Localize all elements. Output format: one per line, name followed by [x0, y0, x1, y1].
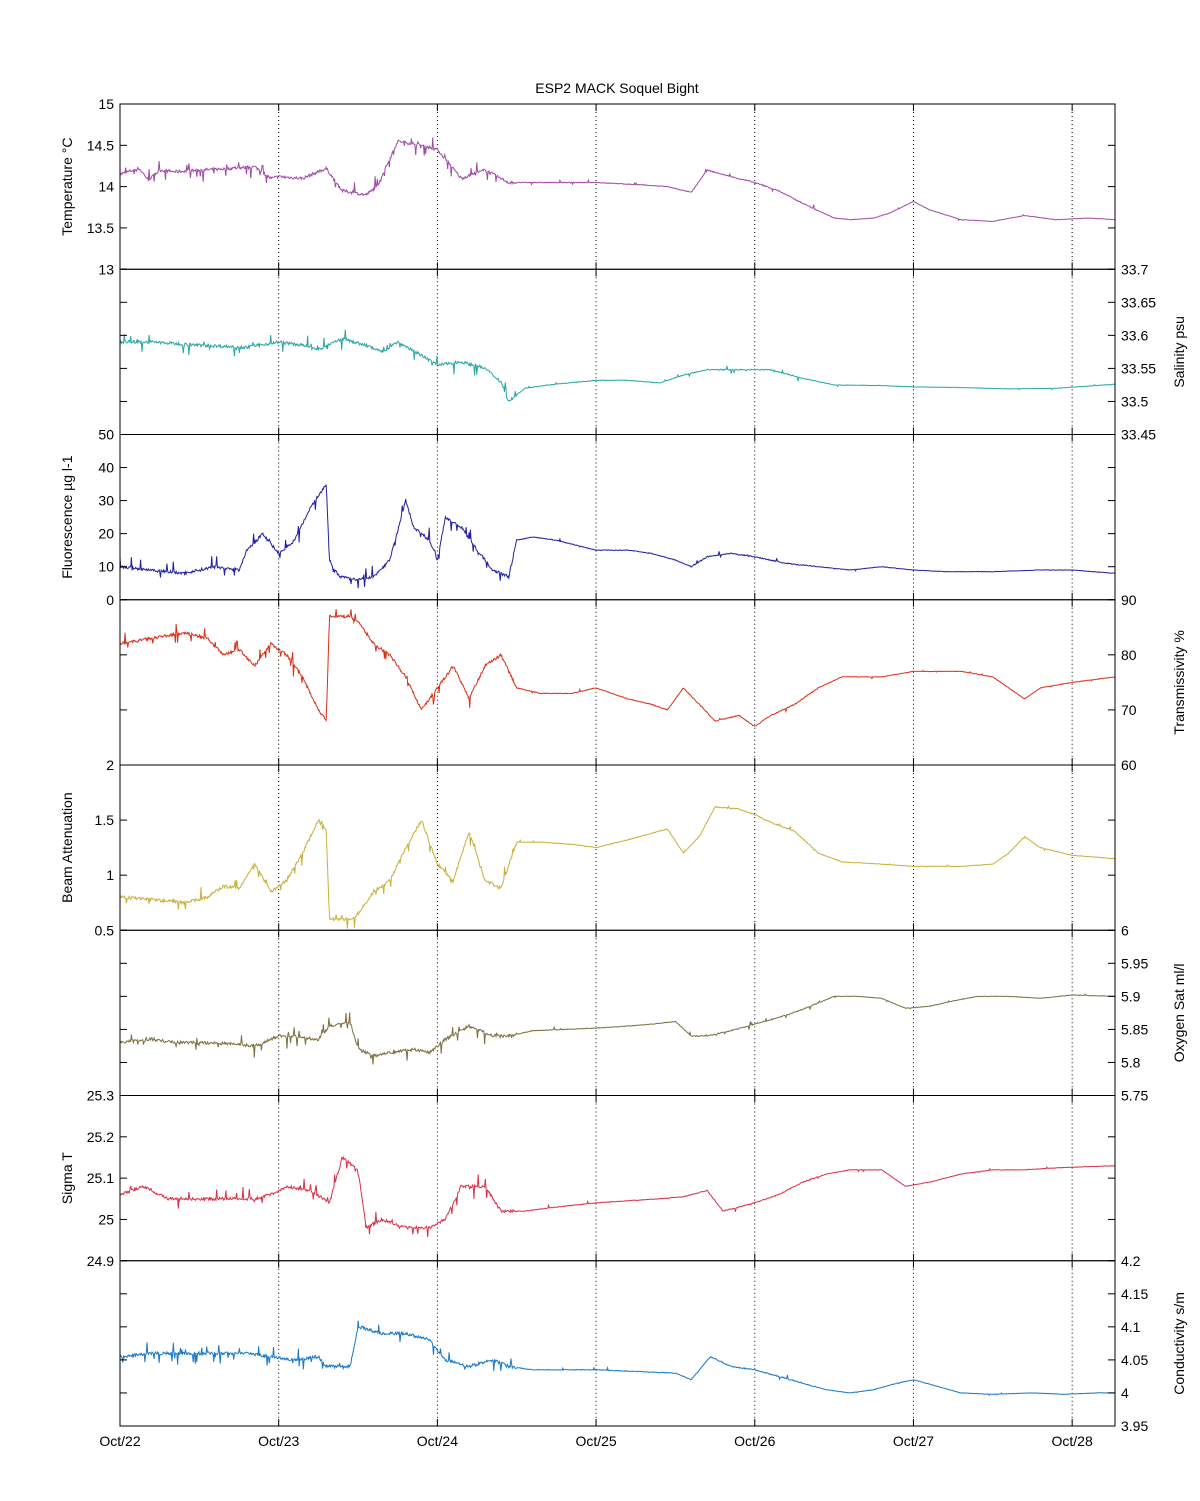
- x-axis: Oct/22 Oct/23 Oct/24 Oct/25 Oct/26 Oct/27 Oct/…: [99, 1433, 1093, 1449]
- y-tick-label: 25.3: [87, 1088, 114, 1104]
- y-tick-label: 3.95: [1121, 1418, 1148, 1434]
- y-tick-label: 2: [106, 757, 114, 773]
- y-tick-label: 14.5: [87, 137, 114, 153]
- series-line: [119, 483, 1116, 589]
- y-tick-label: 13: [98, 261, 114, 277]
- y-axis-label: Sigma T: [59, 1152, 75, 1204]
- y-tick-label: 6: [1121, 922, 1129, 938]
- x-tick-label: Oct/22: [99, 1433, 140, 1449]
- y-tick-label: 4.1: [1121, 1319, 1141, 1335]
- y-tick-label: 10: [98, 559, 114, 575]
- y-tick-label: 1: [106, 867, 114, 883]
- y-tick-label: 24.9: [87, 1253, 114, 1269]
- x-tick-label: Oct/24: [417, 1433, 458, 1449]
- y-tick-label: 33.5: [1121, 393, 1148, 409]
- y-tick-label: 1.5: [95, 812, 115, 828]
- y-tick-label: 5.9: [1121, 988, 1141, 1004]
- y-tick-label: 0: [106, 592, 114, 608]
- y-tick-label: 20: [98, 526, 114, 542]
- x-tick-label: Oct/28: [1052, 1433, 1093, 1449]
- y-axis-label: Temperature °C: [59, 138, 75, 236]
- series-line: [119, 1320, 1116, 1397]
- y-tick-label: 33.65: [1121, 294, 1156, 310]
- y-axis-label: Beam Attenuation: [59, 792, 75, 903]
- y-tick-label: 25.1: [87, 1170, 114, 1186]
- y-tick-label: 14: [98, 179, 114, 195]
- y-tick-label: 70: [1121, 702, 1137, 718]
- y-tick-label: 40: [98, 460, 114, 476]
- y-tick-label: 30: [98, 493, 114, 509]
- y-tick-label: 5.95: [1121, 955, 1148, 971]
- series-line: [119, 1155, 1116, 1238]
- y-tick-label: 90: [1121, 592, 1137, 608]
- y-tick-label: 25.2: [87, 1129, 114, 1145]
- x-tick-label: Oct/23: [258, 1433, 299, 1449]
- y-tick-label: 5.85: [1121, 1021, 1148, 1037]
- y-tick-label: 80: [1121, 647, 1137, 663]
- y-tick-label: 15: [98, 96, 114, 112]
- chart-title: ESP2 MACK Soquel Bight: [535, 80, 699, 96]
- panel-2: 33.45 33.5 33.55 33.6 33.65 33.7 Salinity psu: [119, 261, 1187, 443]
- y-tick-label: 0.5: [95, 922, 115, 938]
- y-axis-label: Conductivity s/m: [1171, 1292, 1187, 1395]
- y-tick-label: 4.15: [1121, 1286, 1148, 1302]
- y-tick-label: 25: [98, 1211, 114, 1227]
- y-tick-label: 5.75: [1121, 1088, 1148, 1104]
- y-axis-label: Salinity psu: [1171, 316, 1187, 388]
- panel-6: 5.75 5.8 5.85 5.9 5.95 6 Oxygen Sat ml/l: [119, 922, 1187, 1104]
- panel-4: 60 70 80 90 Transmissivity %: [119, 592, 1187, 773]
- x-tick-label: Oct/27: [893, 1433, 934, 1449]
- y-tick-label: 33.55: [1121, 360, 1156, 376]
- panel-3: 0 10 20 30 40 50 Fluorescence µg l-1: [59, 427, 1116, 608]
- series-line: [119, 137, 1116, 223]
- panel-7: 24.9 25 25.1 25.2 25.3 Sigma T: [59, 1088, 1116, 1269]
- series-line: [119, 993, 1116, 1065]
- y-tick-label: 33.6: [1121, 327, 1148, 343]
- y-tick-label: 13.5: [87, 220, 114, 236]
- y-tick-label: 33.7: [1121, 261, 1148, 277]
- x-tick-label: Oct/25: [575, 1433, 616, 1449]
- y-axis-label: Transmissivity %: [1171, 630, 1187, 735]
- series-line: [119, 804, 1116, 929]
- y-tick-label: 60: [1121, 757, 1137, 773]
- y-tick-label: 50: [98, 427, 114, 443]
- panel-8: 3.95 4 4.05 4.1 4.15 4.2 Conductivity s/m: [119, 1253, 1187, 1434]
- y-tick-label: 5.8: [1121, 1054, 1141, 1070]
- y-axis-label: Oxygen Sat ml/l: [1171, 963, 1187, 1062]
- y-tick-label: 4: [1121, 1385, 1129, 1401]
- y-axis-label: Fluorescence µg l-1: [59, 455, 75, 578]
- y-tick-label: 4.05: [1121, 1352, 1148, 1368]
- series-line: [119, 329, 1116, 402]
- series-line: [119, 609, 1115, 727]
- y-tick-label: 33.45: [1121, 427, 1156, 443]
- y-tick-label: 4.2: [1121, 1253, 1141, 1269]
- x-tick-label: Oct/26: [734, 1433, 775, 1449]
- panel-frame: [119, 1260, 1116, 1427]
- panel-5: 0.5 1 1.5 2 Beam Attenuation: [59, 757, 1116, 938]
